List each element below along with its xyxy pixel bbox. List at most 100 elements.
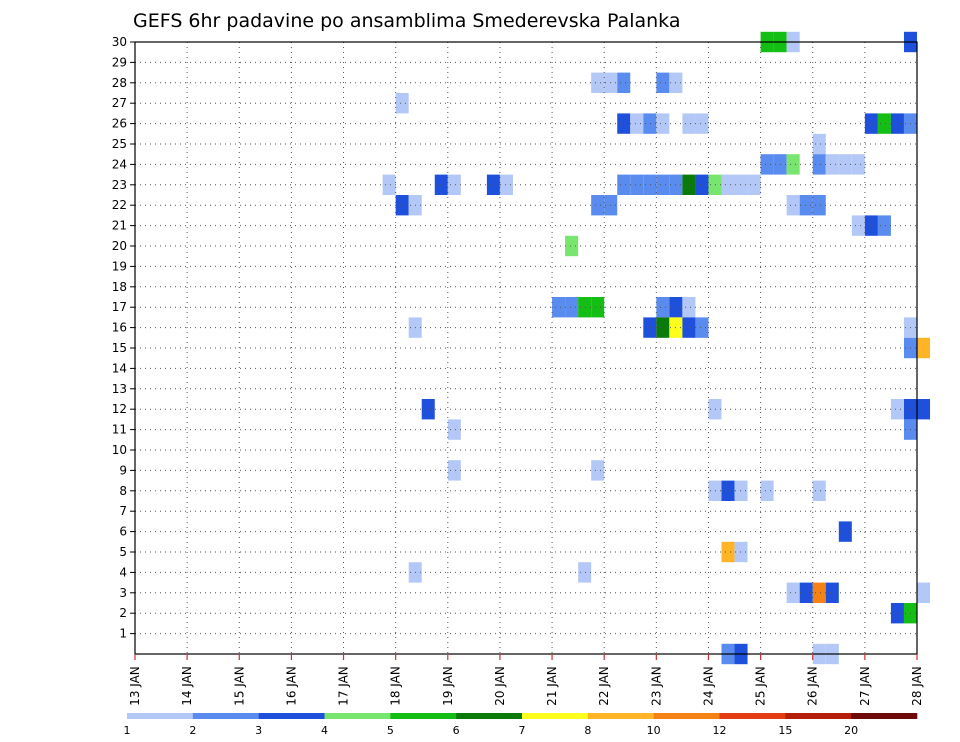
x-tick-label: 19 JAN <box>441 666 455 706</box>
precip-cell <box>825 154 839 175</box>
precip-cell <box>890 113 904 134</box>
precip-cell <box>682 317 696 338</box>
y-tick-label: 20 <box>112 239 127 253</box>
y-tick-label: 30 <box>112 35 127 49</box>
y-tick-label: 11 <box>112 423 127 437</box>
precip-cell <box>578 297 592 318</box>
precip-cell <box>786 154 800 175</box>
precip-cell <box>565 297 579 318</box>
precip-cell <box>799 582 813 603</box>
precip-cell <box>799 195 813 216</box>
precip-cell <box>656 297 670 318</box>
precip-cell <box>890 399 904 420</box>
precip-cell <box>656 113 670 134</box>
precip-cell <box>630 174 644 195</box>
x-tick-label: 13 JAN <box>128 666 142 706</box>
x-tick-label: 18 JAN <box>389 666 403 706</box>
precip-cell <box>760 480 774 501</box>
precip-cell <box>877 215 891 236</box>
precip-cell <box>721 174 735 195</box>
y-tick-label: 5 <box>119 545 127 559</box>
y-tick-label: 21 <box>112 219 127 233</box>
y-tick-label: 17 <box>112 300 127 314</box>
precip-cell <box>812 480 826 501</box>
precip-cell <box>447 419 461 440</box>
colorbar-label: 6 <box>453 724 460 737</box>
y-tick-label: 1 <box>119 627 127 641</box>
colorbar-segment <box>456 713 523 719</box>
y-tick-label: 27 <box>112 96 127 110</box>
precip-cell <box>617 113 631 134</box>
x-tick-label: 23 JAN <box>649 666 663 706</box>
precip-cell <box>721 541 735 563</box>
precip-cell <box>643 113 657 134</box>
colorbar: 1 2 3 4 5 6 7 8 10 12 15 20 <box>124 713 918 737</box>
precip-cell <box>812 133 826 155</box>
y-tick-label: 4 <box>119 565 127 579</box>
precip-cell <box>864 113 878 134</box>
y-tick-label: 15 <box>112 341 127 355</box>
y-tick-label: 18 <box>112 280 127 294</box>
precip-cell <box>682 174 696 195</box>
precip-cell <box>395 93 409 114</box>
y-tick-label: 26 <box>112 117 127 131</box>
x-tick-label: 28 JAN <box>910 666 924 706</box>
y-tick-label: 12 <box>112 402 127 416</box>
precip-cell <box>864 215 878 236</box>
precip-cell <box>447 460 461 481</box>
precip-cell <box>617 72 631 93</box>
precip-cell <box>786 582 800 603</box>
y-tick-label: 3 <box>119 586 127 600</box>
precip-cell <box>447 174 461 195</box>
cells-layer <box>382 31 931 665</box>
colorbar-label: 10 <box>647 724 661 737</box>
precip-cell <box>708 399 722 420</box>
precip-cell <box>395 195 409 216</box>
chart-title: GEFS 6hr padavine po ansamblima Smederev… <box>133 10 680 32</box>
precip-cell <box>825 582 839 603</box>
x-tick-label: 15 JAN <box>232 666 246 706</box>
y-tick-label: 8 <box>119 484 127 498</box>
x-tick-label: 24 JAN <box>701 666 715 706</box>
y-tick-label: 6 <box>119 525 127 539</box>
colorbar-segment <box>192 713 259 719</box>
precip-cell <box>851 154 865 175</box>
x-tick-label: 21 JAN <box>545 666 559 706</box>
colorbar-label: 1 <box>124 724 131 737</box>
colorbar-segment <box>258 713 325 719</box>
grid-layer <box>135 42 917 654</box>
colorbar-label: 5 <box>387 724 394 737</box>
precip-cell <box>734 541 748 563</box>
precip-cell <box>643 317 657 338</box>
precip-cell <box>578 562 592 583</box>
precip-cell <box>552 297 566 318</box>
precip-cell <box>643 174 657 195</box>
colorbar-label: 3 <box>255 724 262 737</box>
y-tick-label: 24 <box>112 157 127 171</box>
precip-cell <box>760 154 774 175</box>
colorbar-label: 7 <box>519 724 526 737</box>
precip-cell <box>877 113 891 134</box>
y-tick-label: 9 <box>119 463 127 477</box>
precip-cell <box>917 337 931 359</box>
precip-cell <box>708 174 722 195</box>
precip-cell <box>682 113 696 134</box>
colorbar-segment <box>390 713 457 719</box>
precip-cell <box>812 195 826 216</box>
y-tick-label: 23 <box>112 178 127 192</box>
y-tick-label: 28 <box>112 76 127 90</box>
y-tick-label: 22 <box>112 198 127 212</box>
precip-cell <box>591 195 605 216</box>
precip-cell <box>812 582 826 603</box>
precip-cell <box>734 174 748 195</box>
precip-cell <box>917 399 931 420</box>
y-tick-label: 13 <box>112 382 127 396</box>
y-tick-label: 25 <box>112 137 127 151</box>
precip-cell <box>851 215 865 236</box>
precip-cell <box>434 174 448 195</box>
colorbar-label: 12 <box>713 724 727 737</box>
x-tick-label: 14 JAN <box>180 666 194 706</box>
colorbar-segment <box>719 713 786 719</box>
y-tick-label: 19 <box>112 259 127 273</box>
y-tick-label: 10 <box>112 443 127 457</box>
